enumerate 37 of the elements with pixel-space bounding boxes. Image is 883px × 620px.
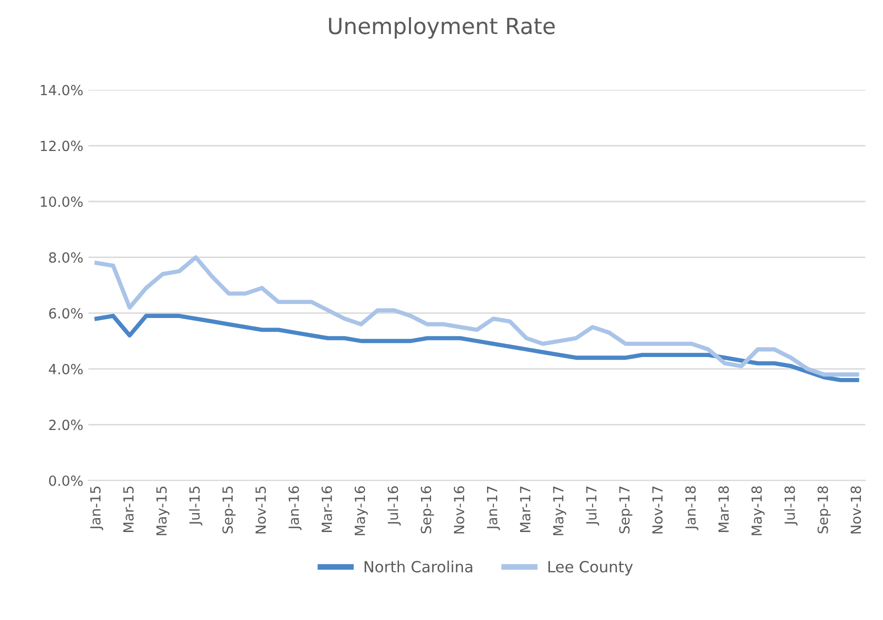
x-tick-label: Sep-15 bbox=[222, 486, 236, 534]
x-tick-label: Jul-15 bbox=[189, 486, 202, 526]
x-tick-label: Mar-18 bbox=[718, 486, 729, 532]
x-tick-label: Jan-16 bbox=[288, 486, 302, 530]
x-tick-label: May-15 bbox=[156, 486, 170, 536]
x-tick-label: Jan-18 bbox=[685, 486, 698, 530]
x-tick-label: May-18 bbox=[751, 486, 765, 536]
x-tick-label: Jul-18 bbox=[784, 486, 798, 526]
x-tick-label: Mar-16 bbox=[322, 486, 332, 532]
y-tick-label: 10.0% bbox=[40, 196, 83, 207]
x-tick-label: Nov-15 bbox=[256, 486, 266, 534]
y-tick-label: 14.0% bbox=[40, 84, 83, 96]
x-tick-label: Sep-18 bbox=[818, 486, 831, 534]
x-tick-label: Sep-17 bbox=[619, 486, 632, 534]
y-tick-label: 4.0% bbox=[48, 364, 83, 374]
x-tick-label: Mar-15 bbox=[123, 486, 134, 532]
x-tick-label: Nov-17 bbox=[652, 486, 663, 534]
x-tick-label: Nov-16 bbox=[454, 486, 464, 534]
line-series bbox=[94, 314, 860, 382]
x-tick-label: Sep-16 bbox=[420, 486, 434, 534]
x-tick-label: Jul-16 bbox=[387, 486, 401, 526]
y-tick-label: 2.0% bbox=[49, 420, 83, 430]
y-tick-label: 6.0% bbox=[49, 308, 83, 319]
x-tick-label: May-17 bbox=[553, 486, 566, 536]
legend-label: North Carolina bbox=[364, 560, 472, 572]
y-tick-label: 8.0% bbox=[49, 252, 83, 263]
line-series bbox=[94, 255, 860, 377]
x-tick-label: Nov-18 bbox=[850, 486, 862, 534]
x-tick-label: Jul-17 bbox=[586, 486, 600, 526]
x-tick-label: Mar-17 bbox=[520, 486, 530, 532]
y-tick-label: 0.0% bbox=[49, 475, 83, 486]
x-tick-label: Jan-15 bbox=[90, 486, 104, 530]
y-tick-label: 12.0% bbox=[40, 140, 83, 152]
x-tick-label: May-16 bbox=[354, 486, 368, 536]
chart-title: Unemployment Rate bbox=[329, 17, 555, 39]
legend-label: Lee County bbox=[548, 560, 633, 576]
x-tick-label: Jan-17 bbox=[487, 486, 500, 530]
